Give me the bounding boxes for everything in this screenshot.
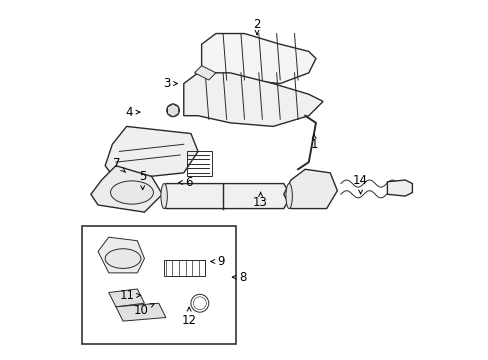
Polygon shape [167,104,178,117]
Text: 9: 9 [210,255,224,268]
Bar [164,260,205,276]
Polygon shape [183,73,323,126]
Polygon shape [194,66,216,80]
Text: 7: 7 [113,157,125,172]
Bar [82,226,235,344]
Ellipse shape [285,184,292,208]
Text: 8: 8 [232,271,246,284]
Polygon shape [162,184,290,208]
Circle shape [166,104,179,117]
Text: 3: 3 [163,77,177,90]
Polygon shape [108,289,144,307]
Text: 4: 4 [125,105,140,119]
Text: 6: 6 [179,176,192,189]
Polygon shape [283,169,337,208]
Ellipse shape [105,249,141,269]
Text: 11: 11 [120,289,141,302]
Polygon shape [116,303,165,321]
Ellipse shape [110,181,153,204]
Polygon shape [98,237,144,273]
Polygon shape [91,166,162,212]
Ellipse shape [161,184,167,208]
Text: 12: 12 [181,307,196,327]
Text: 5: 5 [139,170,146,190]
Text: 1: 1 [310,135,317,151]
Bar [187,152,212,176]
Polygon shape [105,126,198,180]
Polygon shape [201,33,315,84]
Text: 2: 2 [253,18,260,34]
Text: 10: 10 [133,304,154,317]
Text: 14: 14 [352,174,367,194]
Text: 13: 13 [253,193,267,209]
Polygon shape [386,180,411,196]
